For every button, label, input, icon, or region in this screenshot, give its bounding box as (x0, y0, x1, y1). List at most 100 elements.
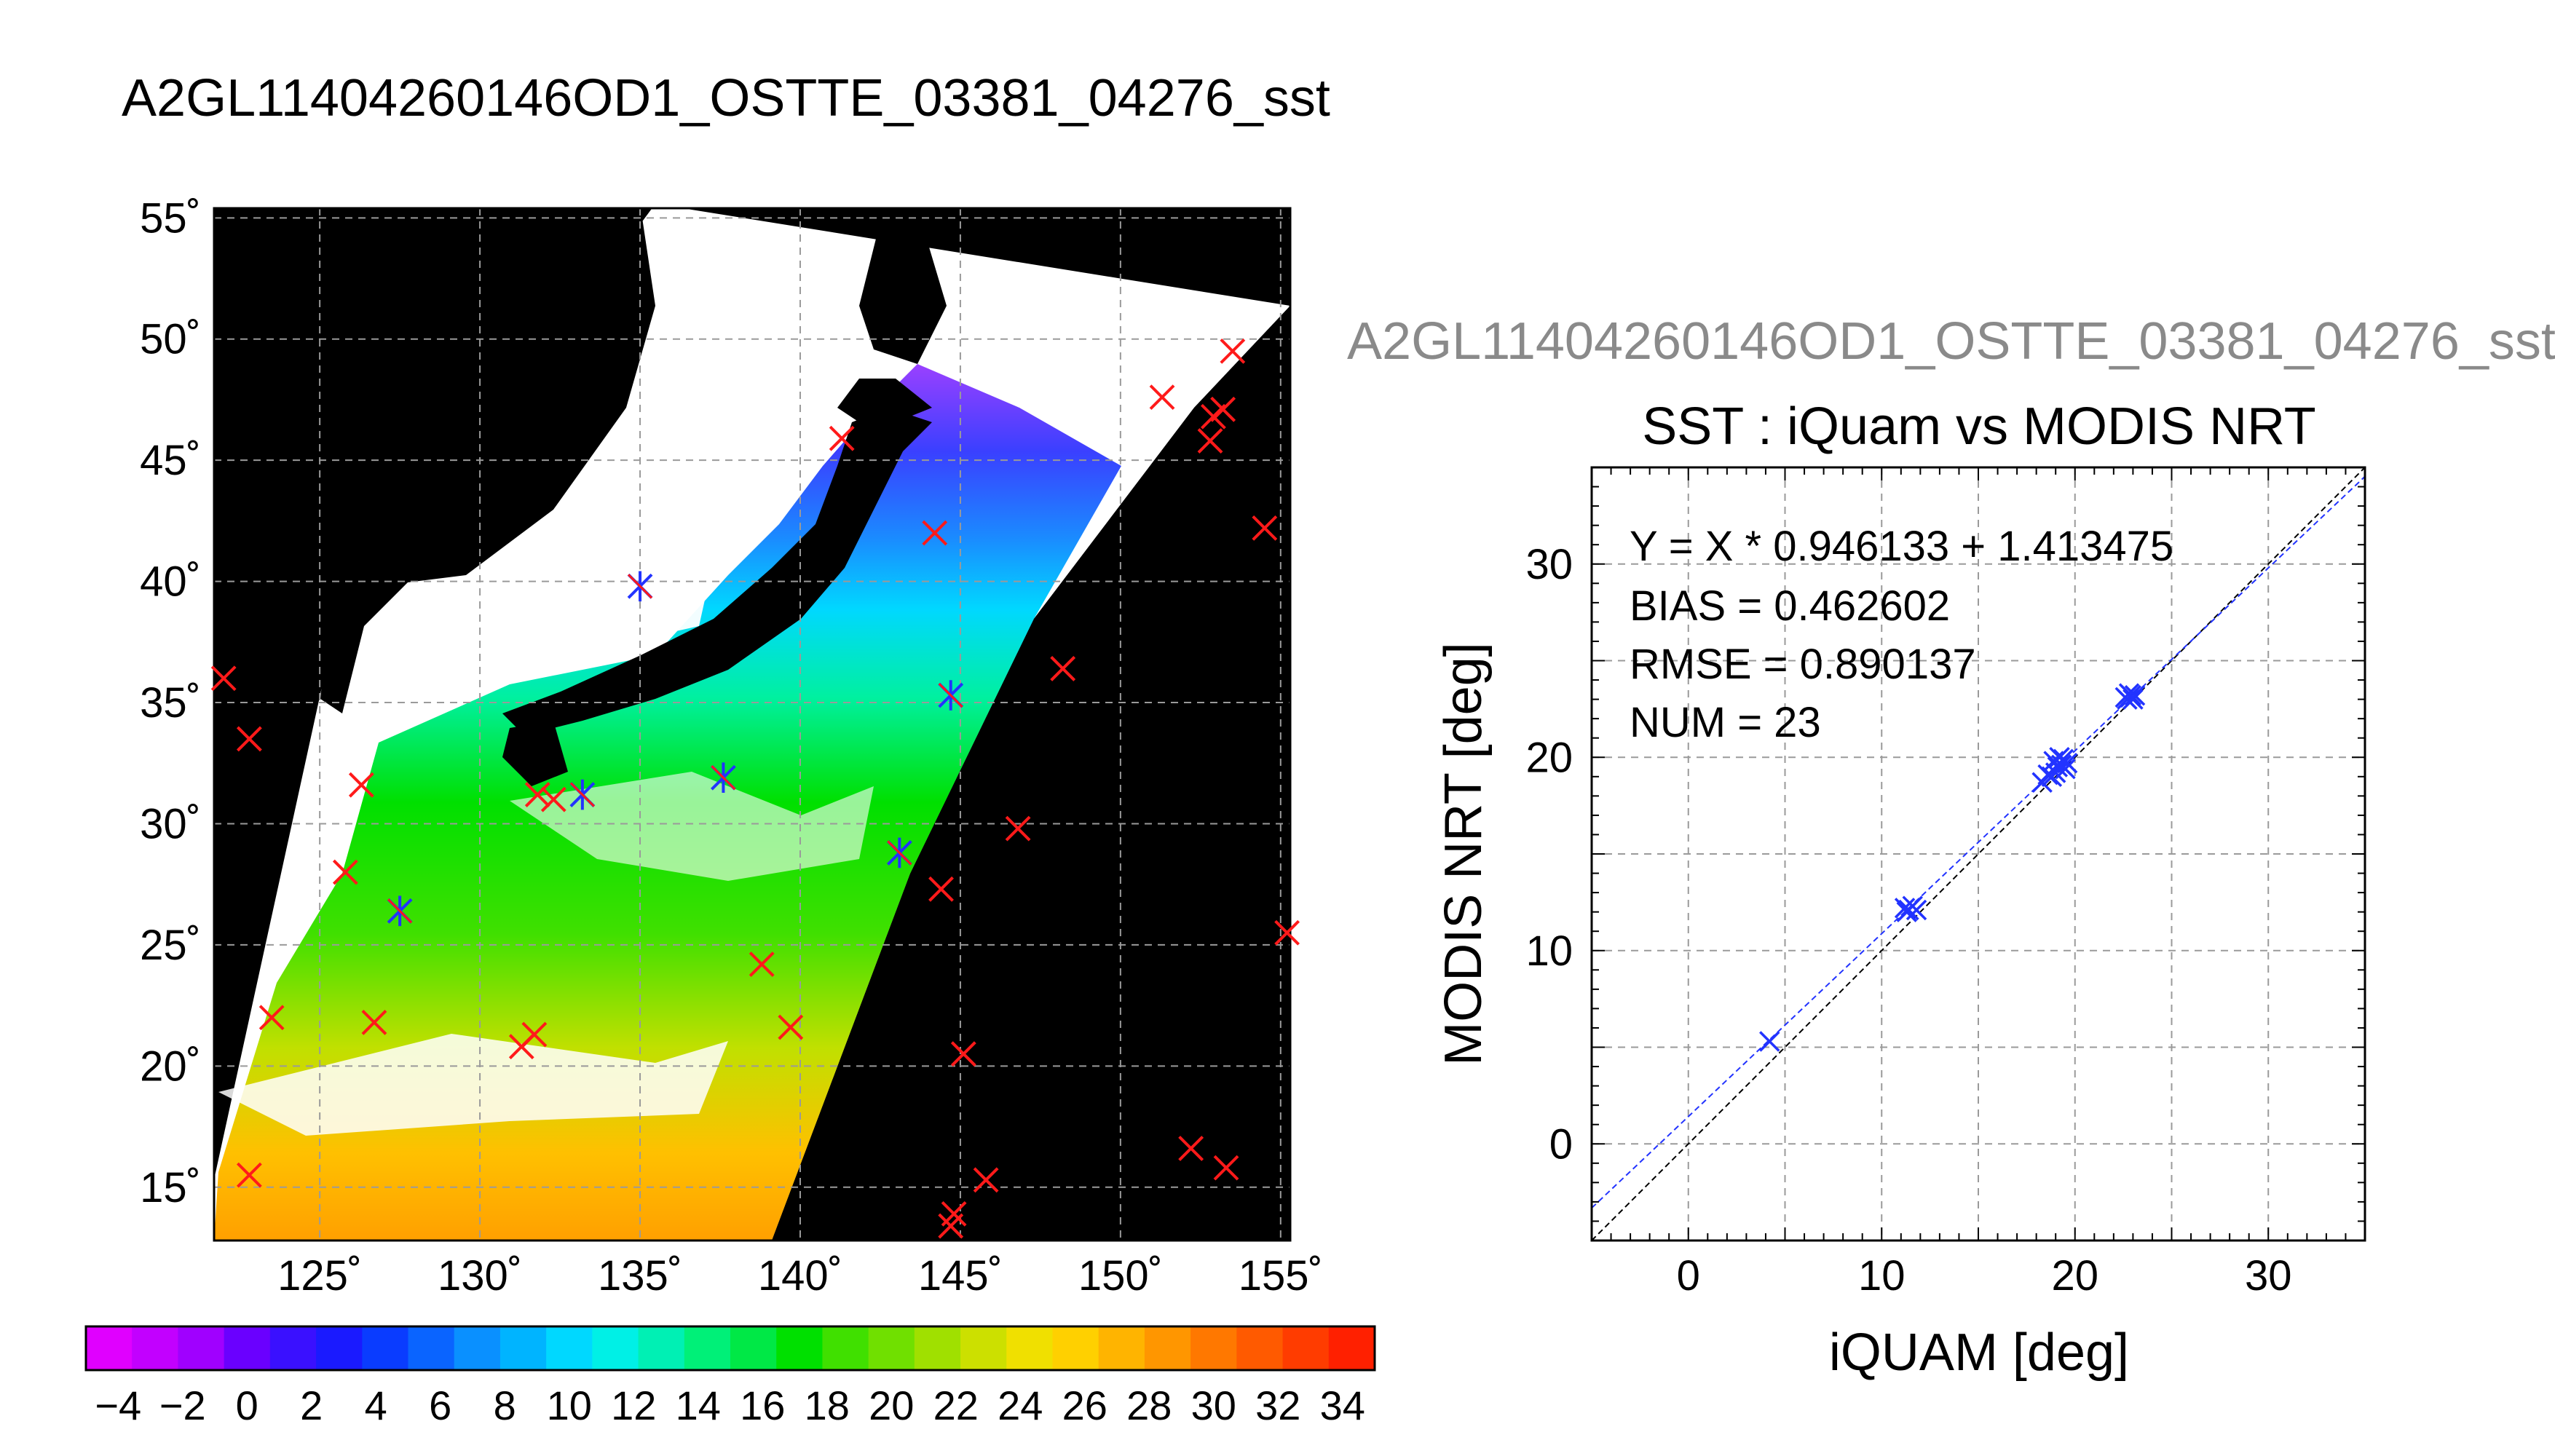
map-y-tick-label: 45˚ (140, 437, 201, 484)
colorbar-cell (269, 1326, 317, 1370)
matched-marker-overlay (387, 898, 413, 924)
sst-map-chart: 125˚ 130˚ 135˚ 140˚ 145˚ 150˚ 155˚ 15˚ 20˚ 25˚ 30… (140, 194, 1323, 1299)
colorbar-cells (86, 1326, 1375, 1370)
map-x-tick-label: 155˚ (1239, 1252, 1323, 1299)
colorbar-tick-label: 30 (1191, 1382, 1236, 1428)
scatter-x-tick-label: 0 (1677, 1252, 1700, 1299)
scatter-stat-line: RMSE = 0.890137 (1630, 641, 1976, 688)
unmatched-marker (1252, 515, 1278, 541)
unmatched-marker (236, 726, 262, 752)
unmatched-marker (1220, 338, 1246, 364)
scatter-y-tick-label: 0 (1549, 1120, 1573, 1168)
unmatched-marker (521, 1021, 548, 1048)
map-x-tick-labels: 125˚ 130˚ 135˚ 140˚ 145˚ 150˚ 155˚ (277, 1252, 1323, 1299)
scatter-y-tick-label: 30 (1525, 541, 1573, 588)
colorbar-cell (684, 1326, 731, 1370)
scatter-file-title: A2GL11404260146OD1_OSTTE_03381_04276_sst (1347, 312, 2555, 371)
colorbar-cell (1236, 1326, 1284, 1370)
unmatched-marker (928, 876, 954, 902)
colorbar-cell (408, 1326, 455, 1370)
sst-colorbar: −4 −2 0 2 4 6 8 10 12 14 16 18 20 22 24 26 28 30 32 34 (84, 1325, 1376, 1428)
colorbar-tick-label: 8 (494, 1382, 516, 1428)
map-x-tick-label: 140˚ (758, 1252, 842, 1299)
scatter-y-tick-label: 10 (1525, 927, 1573, 975)
map-y-tick-label: 35˚ (140, 679, 201, 727)
scatter-point (2122, 689, 2144, 710)
unmatched-marker (749, 951, 775, 977)
unmatched-marker (1005, 815, 1031, 842)
cloud-patch (393, 495, 728, 684)
matched-marker-overlay (627, 574, 653, 599)
colorbar-cell (960, 1326, 1007, 1370)
identity-line (1592, 467, 2365, 1241)
scatter-minor-ticks (1591, 467, 2366, 1241)
colorbar-cell (546, 1326, 593, 1370)
unmatched-marker (950, 1041, 976, 1067)
swath-edge-east (772, 306, 1290, 1241)
scatter-point (1759, 1031, 1780, 1052)
scatter-y-tick-label: 20 (1525, 734, 1573, 781)
colorbar-cell (499, 1326, 547, 1370)
matched-marker-overlay (711, 765, 736, 791)
scatter-stat-line: BIAS = 0.462602 (1630, 582, 1950, 630)
map-x-tick-label: 145˚ (918, 1252, 1003, 1299)
colorbar-cell (132, 1326, 178, 1370)
scatter-y-tick-labels: 0 10 20 30 (1525, 541, 1573, 1168)
colorbar-cell (316, 1326, 363, 1370)
colorbar-cell (1144, 1326, 1191, 1370)
land-sakhalin (859, 208, 947, 364)
land-taiwan (214, 852, 233, 910)
colorbar-cell (362, 1326, 408, 1370)
unmatched-marker (540, 786, 566, 812)
unmatched-marker (922, 520, 948, 546)
unmatched-marker (524, 782, 550, 807)
map-x-tick-label: 125˚ (277, 1252, 362, 1299)
unmatched-marker (1210, 396, 1236, 422)
scatter-stat-line: NUM = 23 (1630, 699, 1821, 746)
colorbar-frame (84, 1325, 1376, 1372)
colorbar-tick-label: 16 (740, 1382, 785, 1428)
colorbar-tick-label: 28 (1126, 1382, 1172, 1428)
colorbar-cell (454, 1326, 501, 1370)
scatter-point (2049, 747, 2070, 768)
unmatched-marker (778, 1014, 804, 1040)
colorbar-cell (638, 1326, 685, 1370)
colorbar-tick-label: 6 (429, 1382, 451, 1428)
colorbar-cell (1282, 1326, 1330, 1370)
map-y-tick-labels: 15˚ 20˚ 25˚ 30˚ 35˚ 40˚ 45˚ 50˚ 55˚ (140, 194, 201, 1211)
map-grid (214, 208, 1290, 1241)
unmatched-marker (258, 1005, 285, 1031)
scatter-points (1759, 683, 2146, 1052)
colorbar-tick-label: 0 (236, 1382, 258, 1428)
colorbar-tick-label: 18 (805, 1382, 850, 1428)
map-markers (210, 338, 1300, 1239)
unmatched-marker (1149, 384, 1175, 411)
colorbar-cell (868, 1326, 915, 1370)
colorbar-cell (86, 1326, 133, 1370)
map-frame (213, 207, 1292, 1242)
scatter-point (2055, 758, 2076, 780)
colorbar-cell (1098, 1326, 1145, 1370)
map-x-tick-label: 130˚ (438, 1252, 522, 1299)
land-korea-china (214, 208, 655, 713)
map-y-tick-label: 25˚ (140, 922, 201, 969)
colorbar-cell (592, 1326, 639, 1370)
map-y-tick-label: 15˚ (140, 1164, 201, 1211)
scatter-title: SST : iQuam vs MODIS NRT (1642, 397, 2316, 456)
colorbar-cell (1052, 1326, 1099, 1370)
scatter-point (2124, 685, 2146, 706)
colorbar-cell (1006, 1326, 1053, 1370)
colorbar-tick-label: 26 (1062, 1382, 1107, 1428)
unmatched-marker (1213, 1155, 1239, 1181)
matched-marker-overlay (938, 682, 963, 708)
colorbar-tick-label: 10 (547, 1382, 592, 1428)
colorbar-tick-label: −2 (159, 1382, 206, 1428)
colorbar-tick-label: 20 (869, 1382, 914, 1428)
land-hokkaido (837, 379, 932, 422)
map-y-tick-label: 55˚ (140, 194, 201, 242)
map-x-tick-label: 135˚ (598, 1252, 682, 1299)
colorbar-tick-label: 12 (611, 1382, 656, 1428)
fit-line (1592, 475, 2365, 1209)
map-x-tick-label: 150˚ (1078, 1252, 1163, 1299)
unmatched-marker (348, 772, 374, 798)
